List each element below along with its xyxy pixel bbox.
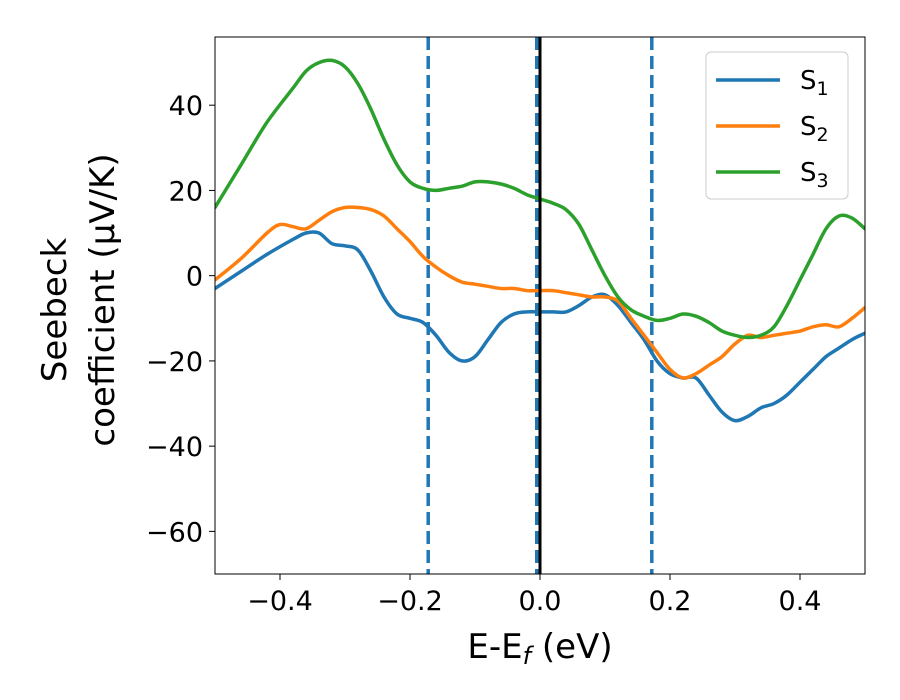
y-axis-title-line1: Seebeck <box>35 238 75 383</box>
legend-label-s2: S2 <box>800 112 829 146</box>
y-tick-label: 40 <box>169 91 203 122</box>
y-tick-label: −60 <box>146 517 203 548</box>
y-axis-title-line2: coefficient (μV/K) <box>83 153 123 446</box>
series-lines <box>215 37 865 574</box>
x-axis-title: E-Ef (eV) <box>467 627 612 670</box>
x-axis-ticks: −0.4 −0.2 0.0 0.2 0.4 <box>247 574 821 617</box>
legend: S1 S2 S3 <box>705 51 849 200</box>
y-axis-ticks: −60 −40 −20 0 20 40 <box>146 91 215 548</box>
legend-label-s3: S3 <box>800 158 829 192</box>
y-tick-label: −20 <box>146 347 203 378</box>
series-line-s2 <box>215 205 865 380</box>
y-tick-label: 20 <box>169 176 203 207</box>
x-tick-label: −0.2 <box>377 586 443 617</box>
y-tick-label: −40 <box>146 432 203 463</box>
x-tick-label: −0.4 <box>247 586 313 617</box>
legend-label-s1: S1 <box>800 66 829 100</box>
series-line-s3 <box>215 58 865 340</box>
y-tick-label: 0 <box>186 262 203 293</box>
x-tick-label: 0.0 <box>519 586 562 617</box>
x-tick-label: 0.2 <box>649 586 692 617</box>
series-line-s1 <box>215 230 865 423</box>
x-tick-label: 0.4 <box>779 586 822 617</box>
